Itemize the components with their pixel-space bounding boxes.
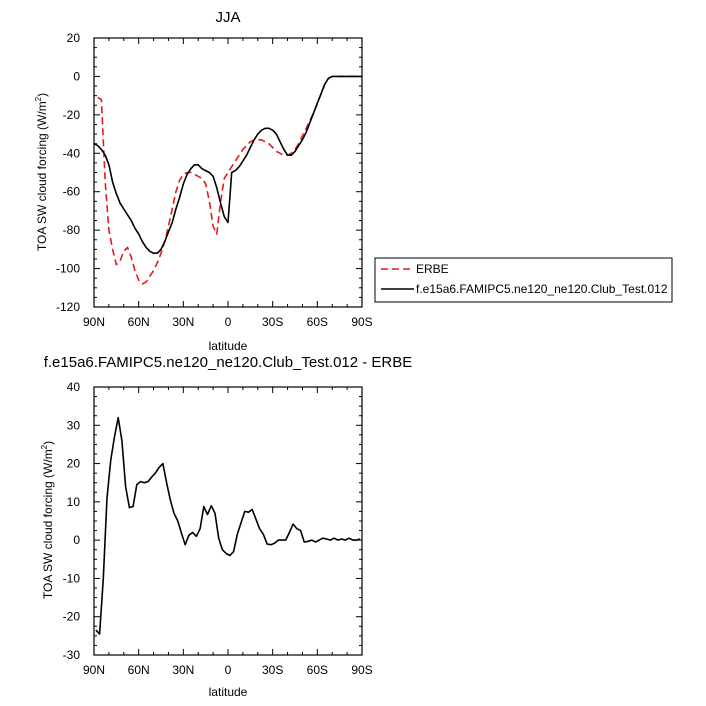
bottom-x-tick-label: 30S: [262, 663, 283, 677]
top-series-line-1: [93, 75, 362, 254]
legend-label-model: f.e15a6.FAMIPC5.ne120_ne120.Club_Test.01…: [416, 282, 668, 296]
bottom-chart-xlabel: latitude: [209, 685, 248, 699]
legend-label-erbe: ERBE: [416, 262, 449, 276]
bottom-plot-frame: [93, 386, 363, 656]
top-x-tick-label: 60N: [128, 315, 150, 329]
bottom-chart-panel: f.e15a6.FAMIPC5.ne120_ne120.Club_Test.01…: [40, 354, 412, 699]
bottom-chart-ylabel-sup: 2: [40, 444, 49, 449]
bottom-x-tick-label: 90N: [83, 663, 105, 677]
top-x-tick-label: 0: [225, 315, 232, 329]
top-chart-plot-area: 90N 60N 30N 0 30S 60S 90S 20 0 -20 -40 -60 -80 -100 -1…: [56, 31, 373, 329]
top-x-tick-label: 90S: [351, 315, 372, 329]
bottom-series-line-0: [95, 416, 361, 635]
top-chart-xlabel: latitude: [209, 339, 248, 353]
bottom-x-tick-label: 90S: [351, 663, 372, 677]
bottom-y-tick-label: -10: [63, 571, 81, 585]
bottom-x-tick-label: 60S: [307, 663, 328, 677]
bottom-y-tick-label: 20: [67, 457, 81, 471]
top-x-tick-label: 30S: [262, 315, 283, 329]
bottom-x-tick-label: 30N: [172, 663, 194, 677]
top-chart-ylabel-end: ): [35, 93, 49, 97]
top-y-tick-label: -120: [56, 300, 80, 314]
top-chart-panel: JJA 90N 60N 30N 0 30S 60S 90S 20 0 -20 -40 -60 -80 -1…: [34, 9, 673, 353]
bottom-y-tick-label: 40: [67, 380, 81, 394]
legend-box: [374, 257, 673, 303]
top-chart-ylabel-sup: 2: [34, 96, 43, 101]
bottom-chart-ylabel-main: TOA SW cloud forcing (W/m: [41, 449, 55, 599]
top-y-tick-label: -40: [63, 146, 81, 160]
bottom-x-tick-label: 60N: [128, 663, 150, 677]
bottom-y-tick-label: -30: [63, 648, 81, 662]
bottom-y-tick-label: -20: [63, 610, 81, 624]
bottom-chart-ylabel: TOA SW cloud forcing (W/m2): [40, 441, 55, 599]
top-y-tick-label: 0: [73, 69, 80, 83]
bottom-chart-ylabel-end: ): [41, 441, 55, 445]
bottom-x-tick-label: 0: [225, 663, 232, 677]
top-x-tick-label: 60S: [307, 315, 328, 329]
top-chart-ylabel: TOA SW cloud forcing (W/m2): [34, 93, 49, 251]
top-y-tick-label: -20: [63, 108, 81, 122]
top-y-tick-label: -80: [63, 223, 81, 237]
top-x-tick-label: 30N: [172, 315, 194, 329]
top-chart-title: JJA: [215, 9, 240, 26]
bottom-y-tick-label: 10: [67, 495, 81, 509]
top-y-tick-label: -100: [56, 262, 80, 276]
bottom-chart-title: f.e15a6.FAMIPC5.ne120_ne120.Club_Test.01…: [44, 354, 413, 371]
top-y-tick-label: 20: [67, 31, 81, 45]
bottom-chart-plot-area: 90N 60N 30N 0 30S 60S 90S 40 30 20 10 0 -10 -20 -30: [63, 380, 373, 677]
top-chart-ylabel-main: TOA SW cloud forcing (W/m: [35, 101, 49, 251]
top-series-line-0: [97, 75, 359, 285]
top-y-tick-label: -60: [63, 185, 81, 199]
bottom-y-tick-label: 0: [73, 533, 80, 547]
top-x-tick-label: 90N: [83, 315, 105, 329]
top-chart-legend: ERBE f.e15a6.FAMIPC5.ne120_ne120.Club_Te…: [374, 257, 673, 303]
bottom-y-tick-label: 30: [67, 418, 81, 432]
